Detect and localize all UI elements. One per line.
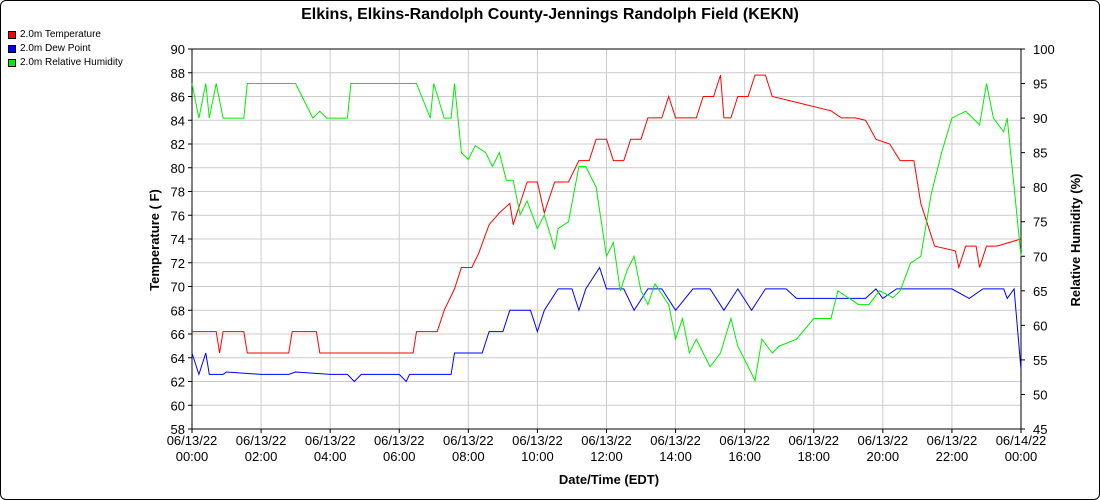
y-right-tick-label: 85 [1033, 146, 1047, 161]
x-tick-label-time: 02:00 [245, 449, 278, 464]
legend-swatch-relative-humidity [8, 58, 16, 67]
y-right-tick-label: 70 [1033, 249, 1047, 264]
x-tick-label-date: 06/13/22 [581, 433, 632, 448]
y-right-tick-label: 100 [1033, 42, 1055, 57]
x-tick-label-date: 06/13/22 [650, 433, 701, 448]
x-tick-label-time: 00:00 [176, 449, 209, 464]
x-tick-label-time: 22:00 [936, 449, 969, 464]
y-right-tick-label: 65 [1033, 284, 1047, 299]
y-left-tick-label: 86 [171, 90, 185, 105]
x-tick-label-date: 06/13/22 [305, 433, 356, 448]
y-left-tick-label: 84 [171, 113, 185, 128]
x-tick-label-date: 06/13/22 [788, 433, 839, 448]
y-axis-left-label: Temperature ( F) [147, 189, 162, 291]
grid-lines [191, 48, 1022, 430]
x-tick-label-time: 08:00 [452, 449, 485, 464]
y-right-tick-label: 90 [1033, 111, 1047, 126]
legend-label-relative-humidity: 2.0m Relative Humidity [20, 57, 123, 68]
x-tick-label-date: 06/13/22 [719, 433, 770, 448]
y-left-tick-label: 88 [171, 66, 185, 81]
x-tick-label-date: 06/14/22 [996, 433, 1047, 448]
temperature-line [192, 74, 1022, 354]
relative-humidity-line [191, 83, 1022, 383]
x-tick-label-date: 06/13/22 [443, 433, 494, 448]
y-left-tick-label: 60 [171, 398, 185, 413]
y-left-tick-label: 66 [171, 327, 185, 342]
x-tick-label-time: 06:00 [383, 449, 416, 464]
y-left-tick-label: 72 [171, 256, 185, 271]
x-tick-label-time: 00:00 [1005, 449, 1038, 464]
series-lines [191, 74, 1022, 383]
y-right-tick-label: 80 [1033, 180, 1047, 195]
legend-item-dew-point: 2.0m Dew Point [8, 43, 91, 54]
x-tick-label-date: 06/13/22 [374, 433, 425, 448]
x-tick-label-time: 12:00 [590, 449, 623, 464]
x-tick-label-time: 18:00 [797, 449, 830, 464]
chart-title: Elkins, Elkins-Randolph County-Jennings … [301, 6, 799, 23]
axes: 58 60 62 64 66 68 70 72 74 76 78 80 82 84 86 88 90 45 50 55… [167, 42, 1055, 464]
x-tick-label-date: 06/13/22 [167, 433, 218, 448]
y-left-tick-label: 74 [171, 232, 185, 247]
y-left-tick-label: 80 [171, 161, 185, 176]
x-tick-label-date: 06/13/22 [236, 433, 287, 448]
y-left-tick-label: 68 [171, 303, 185, 318]
x-tick-label-time: 20:00 [867, 449, 900, 464]
y-right-tick-label: 75 [1033, 215, 1047, 230]
legend-label-temperature: 2.0m Temperature [20, 29, 101, 40]
y-left-tick-label: 64 [171, 351, 185, 366]
x-tick-label-time: 10:00 [521, 449, 554, 464]
y-axis-right-label: Relative Humidity (%) [1068, 174, 1083, 307]
y-left-tick-label: 62 [171, 375, 185, 390]
y-left-tick-label: 78 [171, 185, 185, 200]
y-right-tick-label: 95 [1033, 77, 1047, 92]
y-right-tick-label: 55 [1033, 353, 1047, 368]
x-axis-label: Date/Time (EDT) [559, 472, 659, 487]
y-left-tick-label: 90 [171, 42, 185, 57]
y-left-tick-label: 82 [171, 137, 185, 152]
x-tick-label-date: 06/13/22 [927, 433, 978, 448]
y-left-tick-label: 58 [171, 422, 185, 437]
x-tick-label-date: 06/13/22 [512, 433, 563, 448]
legend-label-dew-point: 2.0m Dew Point [20, 43, 91, 54]
x-tick-label-time: 14:00 [659, 449, 692, 464]
legend-swatch-temperature [8, 30, 16, 39]
x-tick-label-time: 04:00 [314, 449, 347, 464]
dew-point-line [191, 266, 1022, 383]
y-right-tick-label: 60 [1033, 318, 1047, 333]
legend-swatch-dew-point [8, 44, 16, 53]
x-tick-label-date: 06/13/22 [858, 433, 909, 448]
y-left-tick-label: 70 [171, 280, 185, 295]
y-right-tick-label: 50 [1033, 387, 1047, 402]
y-right-tick-label: 45 [1033, 422, 1047, 437]
x-tick-label-time: 16:00 [728, 449, 761, 464]
legend-item-temperature: 2.0m Temperature [8, 29, 101, 40]
legend-item-relative-humidity: 2.0m Relative Humidity [8, 57, 123, 68]
y-left-tick-label: 76 [171, 208, 185, 223]
